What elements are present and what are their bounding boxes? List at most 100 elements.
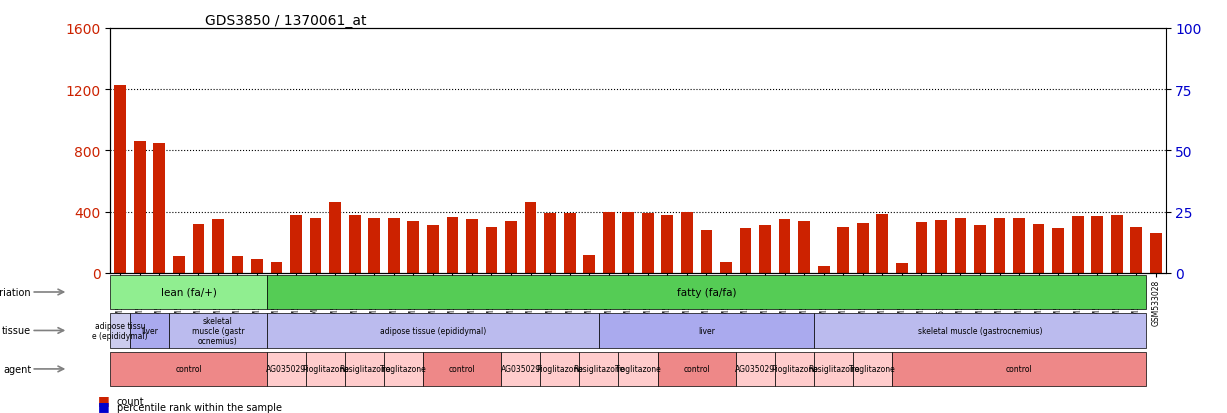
Bar <box>114 85 126 273</box>
Bar <box>837 227 849 273</box>
Bar <box>736 352 774 386</box>
Bar <box>252 259 263 273</box>
Bar <box>525 203 536 273</box>
Text: Rosiglitazone: Rosiglitazone <box>807 365 859 373</box>
Bar <box>447 217 458 273</box>
Bar <box>658 352 736 386</box>
Text: AG035029: AG035029 <box>501 365 541 373</box>
Text: Pioglitazone: Pioglitazone <box>302 365 348 373</box>
Bar <box>876 214 888 273</box>
Bar <box>1072 217 1083 273</box>
Text: control: control <box>1006 365 1032 373</box>
Bar <box>856 223 869 273</box>
Text: liver: liver <box>698 326 715 335</box>
Text: GDS3850 / 1370061_at: GDS3850 / 1370061_at <box>205 14 367 28</box>
Bar <box>384 352 423 386</box>
Text: ■: ■ <box>98 399 110 412</box>
Bar <box>407 221 420 273</box>
Bar <box>271 262 282 273</box>
Bar <box>545 214 556 273</box>
Bar <box>579 352 618 386</box>
Bar <box>622 213 634 273</box>
Text: genotype/variation: genotype/variation <box>0 287 32 297</box>
Text: control: control <box>449 365 476 373</box>
Bar <box>169 313 266 348</box>
Bar <box>466 220 477 273</box>
Bar <box>348 215 361 273</box>
Bar <box>291 215 302 273</box>
Text: Troglitazone: Troglitazone <box>615 365 661 373</box>
Text: ■: ■ <box>98 393 110 406</box>
Bar <box>110 313 130 348</box>
Bar <box>345 352 384 386</box>
Text: control: control <box>683 365 710 373</box>
Bar <box>266 313 599 348</box>
Bar <box>368 218 380 273</box>
Text: lean (fa/+): lean (fa/+) <box>161 287 216 297</box>
Bar <box>1150 233 1162 273</box>
Bar <box>642 214 654 273</box>
Bar <box>740 229 751 273</box>
Bar <box>563 214 575 273</box>
Bar <box>892 352 1146 386</box>
Bar <box>110 275 266 310</box>
Text: Rosiglitazone: Rosiglitazone <box>573 365 625 373</box>
Bar <box>388 219 400 273</box>
Bar <box>661 216 674 273</box>
Bar <box>583 256 595 273</box>
Text: Troglitazone: Troglitazone <box>380 365 427 373</box>
Bar <box>266 352 306 386</box>
Bar <box>853 352 892 386</box>
Bar <box>540 352 579 386</box>
Bar <box>599 313 814 348</box>
Text: Pioglitazone: Pioglitazone <box>536 365 583 373</box>
Bar <box>212 220 223 273</box>
Bar <box>153 143 166 273</box>
Bar <box>266 275 1146 310</box>
Text: skeletal
muscle (gastr
ocnemius): skeletal muscle (gastr ocnemius) <box>191 316 244 346</box>
Text: Rosiglitazone: Rosiglitazone <box>339 365 390 373</box>
Bar <box>173 256 185 273</box>
Bar <box>896 263 908 273</box>
Bar <box>1014 218 1025 273</box>
Bar <box>935 221 947 273</box>
Bar <box>955 219 967 273</box>
Text: AG035029: AG035029 <box>266 365 307 373</box>
Bar <box>774 352 814 386</box>
Text: skeletal muscle (gastrocnemius): skeletal muscle (gastrocnemius) <box>918 326 1042 335</box>
Bar <box>681 212 693 273</box>
Bar <box>602 212 615 273</box>
Bar <box>818 266 829 273</box>
Bar <box>1110 215 1123 273</box>
Bar <box>720 262 731 273</box>
Text: tissue: tissue <box>2 326 32 336</box>
Text: adipose tissue (epididymal): adipose tissue (epididymal) <box>379 326 486 335</box>
Bar <box>1033 224 1044 273</box>
Bar <box>130 313 169 348</box>
Bar <box>915 223 928 273</box>
Text: control: control <box>175 365 202 373</box>
Text: Troglitazone: Troglitazone <box>849 365 896 373</box>
Bar <box>423 352 502 386</box>
Bar <box>232 256 243 273</box>
Text: count: count <box>117 396 145 406</box>
Bar <box>306 352 345 386</box>
Bar <box>110 352 266 386</box>
Text: percentile rank within the sample: percentile rank within the sample <box>117 402 281 412</box>
Bar <box>814 313 1146 348</box>
Bar <box>309 218 321 273</box>
Bar <box>779 220 790 273</box>
Bar <box>1053 228 1064 273</box>
Text: AG035029: AG035029 <box>735 365 775 373</box>
Bar <box>799 221 810 273</box>
Bar <box>193 224 204 273</box>
Text: agent: agent <box>2 364 32 374</box>
Bar <box>506 221 517 273</box>
Bar <box>329 203 341 273</box>
Text: fatty (fa/fa): fatty (fa/fa) <box>676 287 736 297</box>
Bar <box>1091 217 1103 273</box>
Bar <box>974 226 985 273</box>
Bar <box>618 352 658 386</box>
Bar <box>502 352 540 386</box>
Bar <box>134 142 146 273</box>
